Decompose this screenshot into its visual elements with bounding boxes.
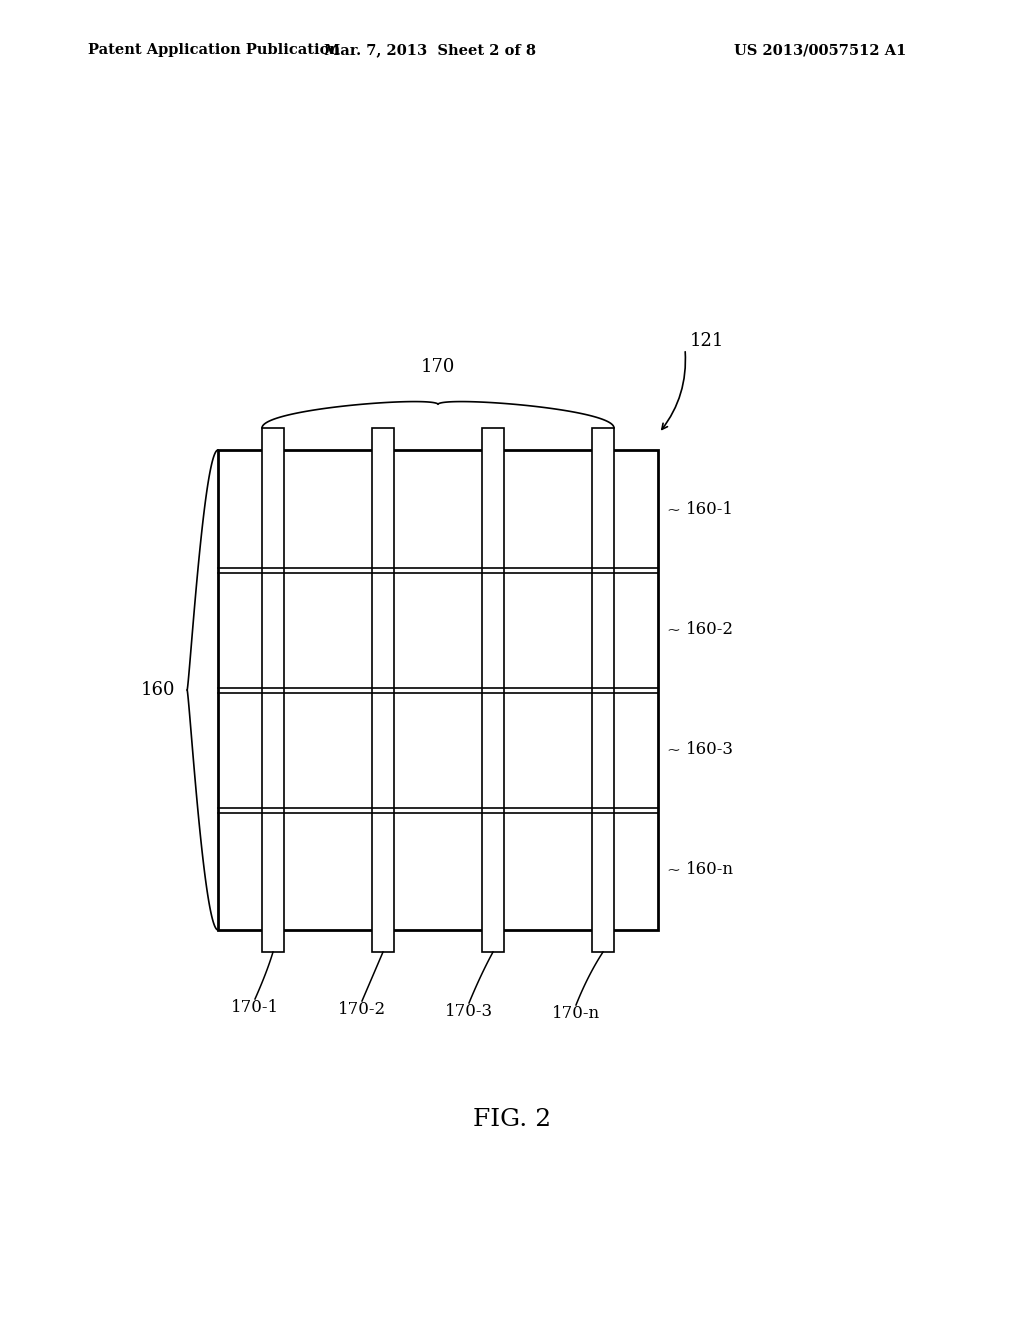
Text: 170-1: 170-1 bbox=[231, 998, 280, 1015]
Text: 160-2: 160-2 bbox=[686, 622, 734, 639]
Bar bbox=[218, 450, 658, 931]
Text: ~: ~ bbox=[666, 622, 680, 639]
Bar bbox=[482, 428, 504, 952]
Text: Patent Application Publication: Patent Application Publication bbox=[88, 44, 340, 57]
Text: 170-2: 170-2 bbox=[338, 1001, 386, 1018]
Text: 170-3: 170-3 bbox=[445, 1002, 494, 1019]
Text: ~: ~ bbox=[666, 502, 680, 519]
Bar bbox=[372, 428, 394, 952]
Text: Mar. 7, 2013  Sheet 2 of 8: Mar. 7, 2013 Sheet 2 of 8 bbox=[324, 44, 536, 57]
Text: 170-n: 170-n bbox=[552, 1005, 600, 1022]
Text: 160-n: 160-n bbox=[686, 862, 734, 879]
Bar bbox=[592, 428, 614, 952]
Text: 160: 160 bbox=[140, 681, 175, 700]
Text: US 2013/0057512 A1: US 2013/0057512 A1 bbox=[734, 44, 906, 57]
Text: 160-3: 160-3 bbox=[686, 742, 734, 759]
Text: 160-1: 160-1 bbox=[686, 502, 734, 519]
Bar bbox=[218, 450, 658, 931]
Text: 170: 170 bbox=[421, 358, 456, 376]
Text: FIG. 2: FIG. 2 bbox=[473, 1109, 551, 1131]
Text: 121: 121 bbox=[690, 333, 724, 350]
Text: ~: ~ bbox=[666, 742, 680, 759]
Bar bbox=[262, 428, 284, 952]
Text: ~: ~ bbox=[666, 862, 680, 879]
